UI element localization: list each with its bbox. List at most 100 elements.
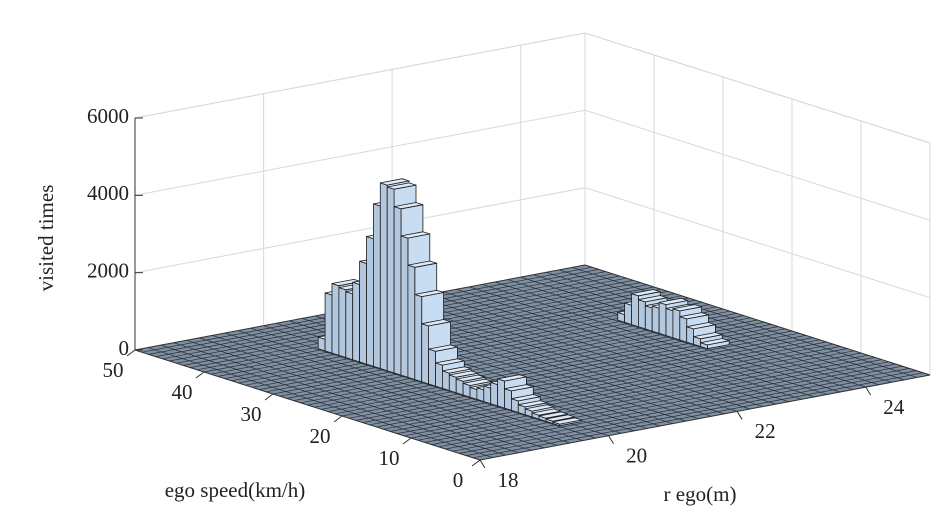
bar-face (455, 378, 464, 396)
floor-mesh (494, 281, 841, 393)
y-tick-label: 20 (626, 444, 647, 468)
bar-face (693, 332, 723, 340)
z-tick-label: 2000 (87, 258, 129, 282)
bar-face (379, 182, 388, 372)
bar-face (407, 264, 416, 381)
floor-mesh (355, 335, 806, 421)
floor-mesh (459, 368, 910, 454)
bar-face (442, 366, 472, 374)
floor-mesh (397, 348, 848, 434)
z-tick-label: 0 (119, 336, 130, 360)
floor-mesh (417, 296, 763, 407)
bar-face (393, 202, 424, 210)
bar-face (324, 292, 333, 354)
bar-face (672, 308, 681, 341)
bar-face (545, 414, 575, 422)
bar-face (631, 289, 661, 297)
floor-mesh (572, 267, 918, 378)
z-axis-label: visited times (34, 185, 58, 292)
x-tick-label: 40 (172, 380, 193, 404)
tick-mark (608, 435, 614, 444)
bar-face (638, 299, 646, 330)
bar-face (366, 235, 374, 367)
bar-face (531, 408, 562, 416)
bar-face (658, 297, 688, 306)
bar-face (679, 316, 688, 343)
y-tick-label: 22 (755, 419, 776, 443)
floor-mesh (231, 295, 682, 382)
floor-mesh (362, 337, 813, 423)
bar-face (435, 362, 443, 389)
floor-mesh (410, 352, 862, 439)
bar-face (359, 260, 367, 365)
y-tick-label: 18 (498, 468, 519, 492)
floor-mesh (431, 359, 882, 445)
tick-mark (736, 411, 743, 420)
floor-mesh (438, 361, 889, 448)
bar-face (511, 394, 541, 402)
bar-face (686, 326, 694, 345)
grid-line (134, 32, 931, 144)
bar-face (700, 338, 730, 346)
floor-mesh (160, 344, 506, 456)
z-tick-label: 4000 (87, 181, 129, 205)
floor-mesh (390, 346, 841, 432)
floor-mesh (199, 337, 545, 449)
tick-mark (402, 437, 412, 445)
bar-face (497, 378, 505, 409)
floor-mesh (173, 342, 519, 454)
floor-mesh (417, 354, 868, 441)
floor-mesh (469, 286, 815, 398)
floor-mesh (392, 301, 738, 412)
floor-mesh (238, 297, 689, 384)
x-axis-label: ego speed(km/h) (165, 478, 306, 502)
floor-mesh (456, 288, 802, 400)
floor-mesh (430, 293, 776, 405)
bar-face (414, 289, 444, 298)
bar-face (497, 374, 527, 382)
bar-face (504, 388, 512, 411)
tick-mark (333, 415, 343, 423)
floor-mesh (250, 327, 596, 439)
floor-mesh (212, 335, 558, 446)
floor-mesh (237, 330, 583, 441)
floor-mesh (559, 269, 905, 381)
y-tick-label: 24 (883, 395, 905, 419)
bar-face (414, 293, 423, 383)
floor-mesh (383, 343, 834, 430)
y-axis-label: r ego(m) (664, 482, 737, 506)
bar-face (428, 348, 436, 387)
bar-face (331, 282, 340, 356)
floor-mesh (186, 339, 532, 451)
bar-face (456, 374, 486, 382)
x-tick-label: 10 (379, 446, 400, 470)
bar-face (400, 231, 430, 239)
bar-face (435, 358, 465, 366)
bar-face (638, 295, 668, 303)
bar-face (352, 281, 361, 363)
tick-mark (865, 386, 872, 396)
bar-face (651, 305, 660, 334)
bar-face (552, 417, 582, 425)
tick-mark (479, 459, 486, 469)
bar-face (462, 378, 493, 386)
bar-face (624, 302, 632, 326)
floor-mesh (369, 339, 820, 426)
x-tick-label: 50 (103, 358, 124, 382)
bar-face (483, 385, 492, 405)
bar-face (428, 344, 458, 352)
floor-mesh (452, 365, 903, 452)
floor-mesh (482, 284, 828, 395)
floor-mesh (147, 347, 493, 458)
bar-face (679, 312, 709, 320)
bar-face (686, 322, 716, 330)
grid-line (134, 109, 931, 221)
floor-mesh (466, 370, 917, 456)
bar-face (380, 178, 410, 186)
bar-face (400, 235, 409, 378)
bar-face (345, 291, 354, 361)
floor-mesh (404, 298, 751, 410)
bar-face (490, 381, 499, 407)
x-tick-label: 30 (241, 402, 262, 426)
